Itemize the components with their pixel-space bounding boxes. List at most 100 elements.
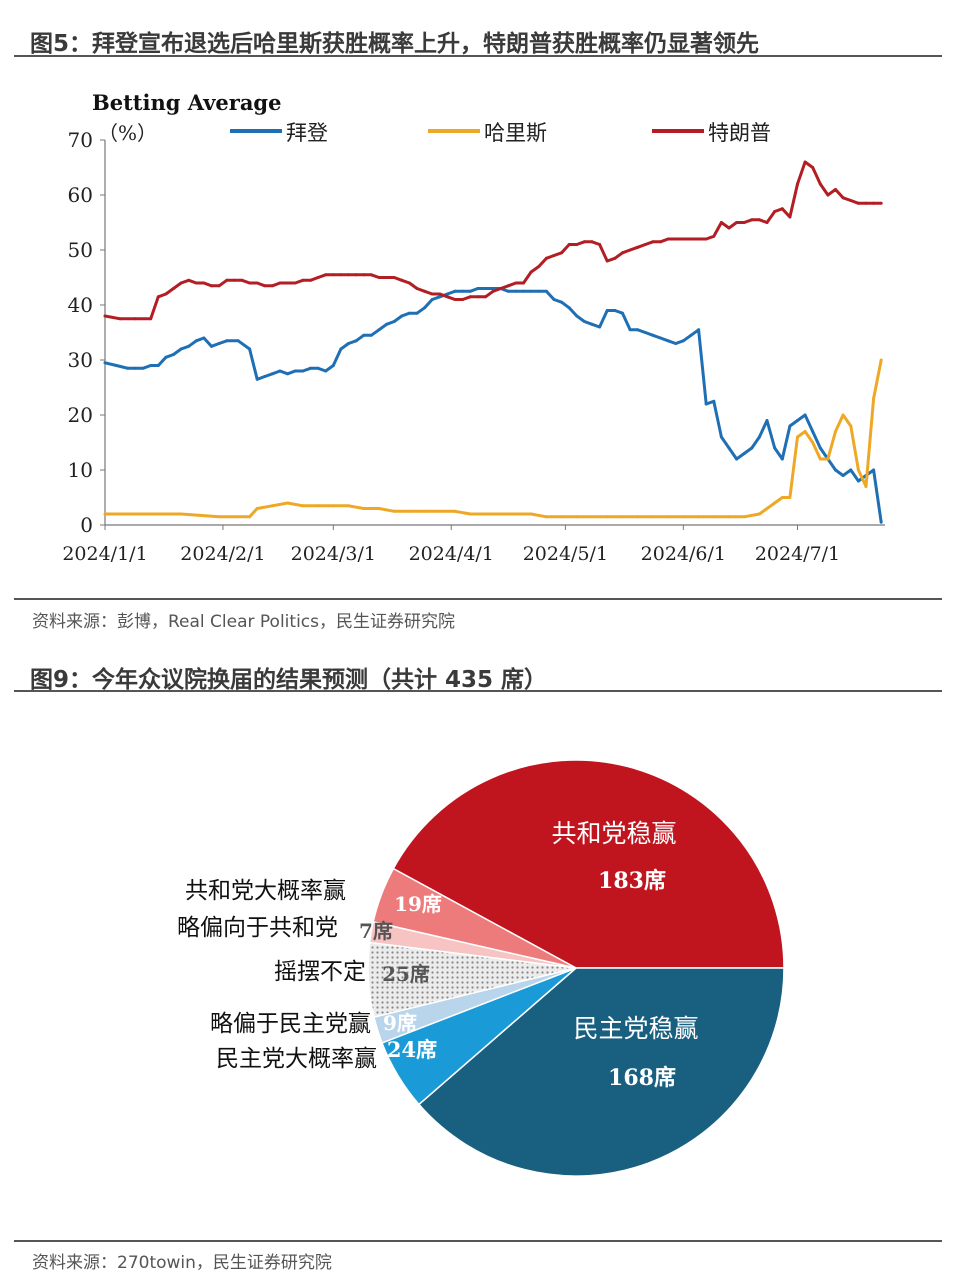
data-point-1 <box>445 292 449 296</box>
data-point-1 <box>765 419 769 422</box>
data-point-3 <box>179 281 183 285</box>
data-point-1 <box>750 446 754 450</box>
data-point-2 <box>270 504 274 508</box>
data-point-1 <box>126 366 130 370</box>
data-point-3 <box>666 237 670 241</box>
data-point-2 <box>879 358 883 362</box>
data-point-1 <box>605 309 609 312</box>
data-point-3 <box>240 278 244 282</box>
data-point-3 <box>293 281 297 285</box>
data-point-3 <box>377 276 381 279</box>
slice-rep-safe-label: 共和党稳赢 <box>551 819 676 848</box>
data-point-1 <box>689 333 693 337</box>
data-point-1 <box>818 446 822 450</box>
data-point-2 <box>856 468 860 472</box>
data-point-2 <box>347 504 350 508</box>
data-point-1 <box>476 287 480 290</box>
data-point-1 <box>735 457 739 461</box>
data-point-3 <box>331 273 335 277</box>
data-point-1 <box>210 344 213 348</box>
data-point-2 <box>575 515 579 519</box>
x-tick-label: 2024/7/1 <box>755 543 840 565</box>
data-point-1 <box>236 339 240 343</box>
data-point-3 <box>750 218 754 222</box>
data-point-1 <box>544 289 548 293</box>
data-point-1 <box>133 366 137 370</box>
data-point-3 <box>560 251 564 255</box>
data-point-1 <box>248 347 252 351</box>
data-point-3 <box>834 188 837 191</box>
data-point-2 <box>636 515 640 519</box>
data-point-1 <box>415 311 419 315</box>
data-point-3 <box>438 292 442 296</box>
data-point-1 <box>849 468 853 472</box>
figure9-bottom-rule <box>14 1240 942 1242</box>
data-point-1 <box>582 320 586 323</box>
data-point-3 <box>811 166 815 169</box>
data-point-2 <box>255 507 259 510</box>
data-point-3 <box>225 278 229 282</box>
data-point-3 <box>453 298 457 301</box>
y-axis-unit-label: （%） <box>98 121 157 145</box>
data-point-1 <box>354 339 358 343</box>
data-point-3 <box>362 273 366 277</box>
data-point-3 <box>445 295 449 299</box>
data-point-3 <box>385 276 389 279</box>
data-point-2 <box>529 512 533 516</box>
slice-tossup-value: 25席 <box>382 962 430 986</box>
data-point-1 <box>522 289 525 293</box>
figure5-bottom-rule <box>14 598 942 600</box>
data-point-1 <box>712 399 716 403</box>
data-point-3 <box>773 210 777 213</box>
data-point-1 <box>172 353 175 356</box>
data-point-1 <box>225 339 229 343</box>
data-point-3 <box>491 289 495 293</box>
data-point-3 <box>468 295 472 299</box>
data-point-3 <box>316 276 320 279</box>
data-point-2 <box>377 507 381 510</box>
data-point-2 <box>742 515 746 519</box>
data-point-3 <box>210 284 213 288</box>
data-point-3 <box>697 237 701 241</box>
slice-rep-safe <box>392 759 785 969</box>
data-point-1 <box>400 314 404 318</box>
data-point-3 <box>255 281 259 285</box>
data-point-3 <box>118 317 122 321</box>
slice-rep-likely-value: 19席 <box>394 892 442 916</box>
data-point-1 <box>179 347 183 351</box>
data-point-1 <box>278 369 282 373</box>
data-point-3 <box>727 226 731 230</box>
data-point-1 <box>567 306 571 310</box>
data-point-2 <box>423 509 427 513</box>
slice-dem-lean-value: 9席 <box>383 1011 417 1035</box>
data-point-2 <box>438 509 442 513</box>
data-point-1 <box>255 377 259 381</box>
data-point-2 <box>621 515 624 519</box>
data-point-3 <box>659 240 662 244</box>
y-tick-label: 60 <box>68 183 93 207</box>
data-point-1 <box>803 413 807 417</box>
data-point-3 <box>674 237 678 241</box>
data-point-1 <box>841 474 845 477</box>
data-point-1 <box>621 311 624 315</box>
data-point-2 <box>796 435 799 439</box>
data-point-3 <box>742 221 746 224</box>
data-point-1 <box>484 287 487 290</box>
data-point-1 <box>103 361 107 365</box>
legend-label-2: 哈里斯 <box>484 121 547 145</box>
data-point-1 <box>202 336 206 340</box>
data-point-1 <box>628 328 632 332</box>
data-point-3 <box>841 196 845 200</box>
slice-rep-safe-value: 183席 <box>598 868 666 894</box>
data-point-3 <box>506 284 510 288</box>
slice-dem-likely-value: 24席 <box>387 1037 437 1062</box>
data-point-3 <box>712 234 716 238</box>
data-point-1 <box>385 322 389 326</box>
data-point-2 <box>484 512 487 516</box>
data-point-2 <box>872 397 876 400</box>
data-point-1 <box>362 333 366 337</box>
data-point-2 <box>864 485 868 488</box>
data-point-2 <box>666 515 670 519</box>
data-point-3 <box>598 243 602 246</box>
